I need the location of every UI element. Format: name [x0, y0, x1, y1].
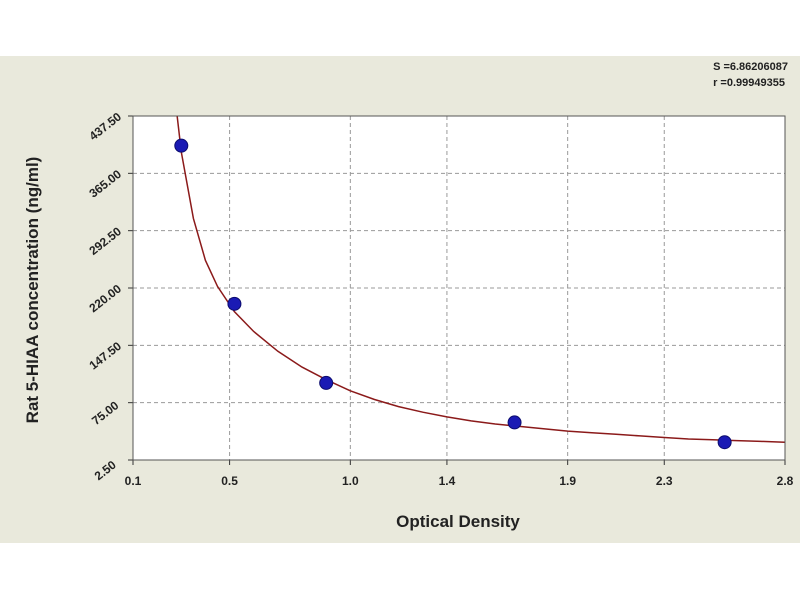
y-tick-label: 2.50 — [92, 457, 119, 483]
x-tick-label: 1.9 — [559, 474, 576, 488]
y-tick-label: 147.50 — [86, 339, 124, 373]
data-point — [717, 435, 732, 450]
regression-stats: S =6.86206087 r =0.99949355 — [713, 59, 788, 91]
data-point — [319, 375, 334, 390]
y-tick-label: 292.50 — [86, 224, 124, 258]
y-tick-label: 437.50 — [86, 109, 124, 143]
grid — [133, 116, 785, 460]
y-ticks: 2.50 75.00 147.50 220.00 292.50 365.00 437.50 — [86, 109, 133, 483]
plot-border — [132, 115, 786, 461]
data-points — [174, 138, 732, 450]
x-ticks: 0.1 0.5 1.0 1.4 1.9 2.3 2.8 — [125, 460, 794, 488]
x-tick-label: 1.4 — [439, 474, 456, 488]
y-tick-label: 75.00 — [89, 398, 122, 428]
s-value: S =6.86206087 — [713, 61, 788, 73]
r-value: r =0.99949355 — [713, 77, 785, 89]
y-axis-label: Rat 5-HIAA concentration (ng/ml) — [23, 156, 42, 424]
x-tick-label: 0.1 — [125, 474, 142, 488]
data-point — [227, 296, 242, 311]
data-point — [507, 415, 522, 430]
x-tick-label: 0.5 — [221, 474, 238, 488]
y-tick-label: 220.00 — [86, 281, 124, 315]
x-axis-label: Optical Density — [396, 512, 520, 531]
data-point — [174, 138, 189, 153]
x-tick-label: 2.8 — [777, 474, 794, 488]
x-tick-label: 1.0 — [342, 474, 359, 488]
y-tick-label: 365.00 — [86, 167, 124, 201]
x-tick-label: 2.3 — [656, 474, 673, 488]
